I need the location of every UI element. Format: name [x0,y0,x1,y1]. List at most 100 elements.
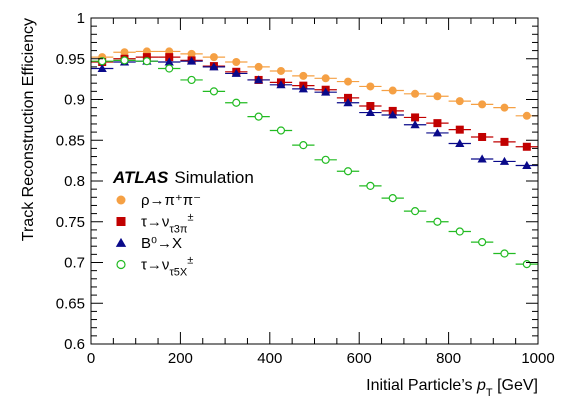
data-point [98,57,107,66]
data-point [299,71,308,80]
axis-tick-labels: 0 200 400 600 800 1000 0.6 0.65 0.7 0.75 0.8 0.85 0.… [56,10,555,367]
data-point [478,100,487,109]
data-point [478,132,487,141]
data-point [276,80,286,89]
y-tick-label: 0.8 [64,173,85,190]
legend-label: τ→ντ5X± [141,255,193,279]
y-tick-label: 0.95 [56,51,85,68]
data-point [321,74,330,83]
data-point [299,141,308,150]
x-tick-label: 1000 [521,350,554,367]
data-point [455,138,465,147]
series-4 [91,56,538,269]
x-axis-title: Initial Particle’s pT [GeV] [366,377,538,399]
data-point [321,155,330,164]
data-point [254,75,264,84]
data-point [455,97,464,106]
data-point [433,119,442,128]
data-point [276,126,286,135]
data-point [477,154,487,163]
data-point [231,68,241,77]
legend: ρ→π⁺π⁻ τ→ντ3π±B⁰→X τ→ντ5X± [115,192,201,279]
legend-marker [115,237,127,247]
data-point [186,56,197,65]
series-1 [91,47,538,120]
data-point [165,53,174,62]
data-point [321,87,331,96]
data-point [164,57,174,66]
data-point [522,142,531,151]
data-point [187,49,196,58]
data-point [209,87,219,96]
y-tick-label: 0.7 [64,255,85,272]
data-point [142,57,151,66]
data-point [120,48,129,57]
data-point [366,181,375,190]
data-point [232,58,241,67]
data-point [522,160,532,169]
data-point [209,53,218,62]
data-point [366,102,375,111]
data-point [522,111,531,120]
data-point [97,63,107,72]
data-point [455,125,464,134]
atlas-label-simulation: Simulation [174,168,253,187]
series-3 [91,56,538,169]
data-point [388,110,398,119]
data-point [120,56,129,65]
data-point [343,167,353,176]
data-point [410,207,420,216]
legend-label: B⁰→X [141,235,182,252]
y-tick-label: 0.85 [56,132,85,149]
x-axis-title-sub: T [486,387,493,399]
y-tick-label: 1 [77,10,85,27]
data-point [410,120,420,129]
data-point [254,112,263,121]
data-point [433,217,442,226]
x-tick-label: 400 [257,350,282,367]
y-tick-label: 0.75 [56,214,85,231]
data-point [344,93,353,102]
atlas-label-bold: ATLAS [112,168,169,187]
data-point [432,128,443,137]
legend-marker [116,195,126,205]
data-point [433,92,442,101]
data-point [455,227,464,236]
x-tick-label: 600 [347,350,372,367]
y-tick-label: 0.9 [64,92,85,109]
data-point [388,194,397,203]
data-point [522,260,531,269]
legend-label: τ→ντ3π± [141,212,194,236]
data-point [366,82,375,91]
y-axis-title: Track Reconstruction Efficiency [20,18,37,241]
data-point [343,98,353,107]
data-point [411,89,420,98]
data-point [276,66,285,75]
atlas-label: ATLAS Simulation [112,168,254,187]
series-layer [91,47,538,269]
data-point [500,249,509,258]
legend-marker [116,259,126,270]
x-axis-title-var: p [476,377,486,394]
data-point [344,77,353,86]
legend-marker [116,217,126,226]
legend-item: τ→ντ5X± [116,255,193,279]
axis-ticks [90,17,539,345]
data-point [187,75,196,85]
y-tick-label: 0.65 [56,295,85,312]
data-point [232,98,241,107]
x-tick-label: 200 [168,350,193,367]
series-2 [91,53,538,151]
data-point [388,86,397,95]
data-point [499,156,510,165]
data-point [478,238,487,247]
x-axis-title-text: Initial Particle’s [366,377,472,394]
data-point [298,84,308,93]
data-point [365,107,375,116]
legend-item: B⁰→X [115,235,182,252]
data-point [411,113,420,122]
x-tick-label: 800 [436,350,461,367]
legend-item: τ→ντ3π± [116,212,194,236]
legend-label: ρ→π⁺π⁻ [141,192,201,209]
